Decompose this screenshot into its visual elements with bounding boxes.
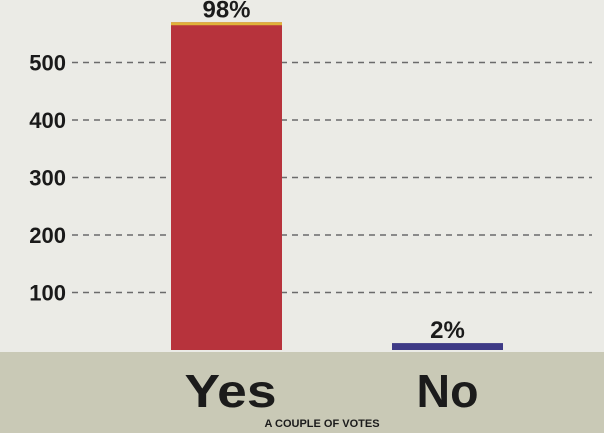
y-tick-label-300: 300 xyxy=(29,166,66,191)
bar-no xyxy=(392,343,503,350)
chart-caption: A COUPLE OF VOTES xyxy=(264,418,379,430)
y-tick-label-500: 500 xyxy=(29,51,66,76)
data-label-no: 2% xyxy=(430,317,465,344)
category-label-yes: Yes xyxy=(185,365,277,417)
plot-background xyxy=(0,0,604,352)
gridlines xyxy=(72,61,592,294)
y-tick-label-100: 100 xyxy=(29,281,66,306)
y-tick-label-400: 400 xyxy=(29,108,66,133)
data-label-yes: 98% xyxy=(202,0,250,23)
bar-yes-top-edge xyxy=(171,22,282,26)
category-label-no: No xyxy=(417,365,479,417)
category-labels: Yes No xyxy=(185,365,479,417)
bars xyxy=(171,22,503,350)
y-tick-label-200: 200 xyxy=(29,223,66,248)
footer-band xyxy=(0,352,604,433)
bar-yes xyxy=(171,22,282,350)
y-axis-ticks: 100 200 300 400 500 xyxy=(29,51,66,306)
data-labels: 98% 2% xyxy=(202,0,464,344)
